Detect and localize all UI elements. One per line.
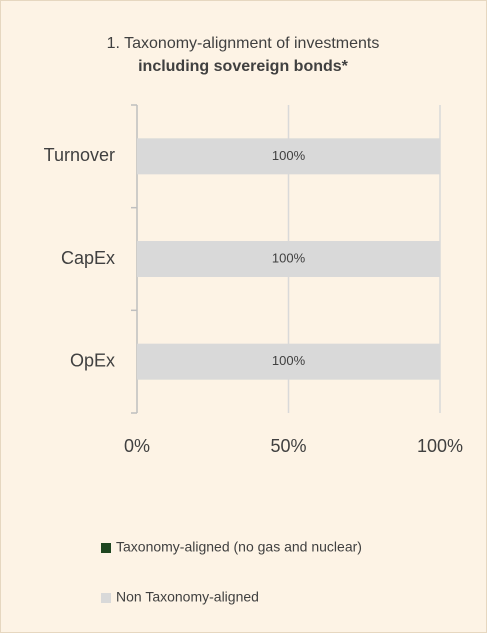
x-tick-label: 50% bbox=[270, 436, 306, 456]
chart-subtitle: including sovereign bonds* bbox=[138, 58, 349, 75]
y-tick-label: CapEx bbox=[61, 248, 115, 268]
bar bbox=[137, 343, 440, 380]
data-label: 100% bbox=[272, 148, 306, 163]
x-tick-label: 100% bbox=[417, 436, 463, 456]
bar bbox=[137, 138, 440, 175]
y-tick-label: OpEx bbox=[70, 350, 115, 370]
legend-swatch bbox=[101, 543, 111, 553]
bar bbox=[137, 241, 440, 277]
legend-swatch bbox=[101, 593, 111, 603]
legend-label: Non Taxonomy-aligned bbox=[116, 589, 259, 605]
legend-label: Taxonomy-aligned (no gas and nuclear) bbox=[116, 539, 362, 555]
chart-title: 1. Taxonomy-alignment of investments bbox=[107, 35, 380, 52]
x-tick-label: 0% bbox=[124, 436, 150, 456]
y-tick-label: Turnover bbox=[44, 145, 115, 165]
data-label: 100% bbox=[272, 250, 306, 265]
data-label: 100% bbox=[272, 353, 306, 368]
